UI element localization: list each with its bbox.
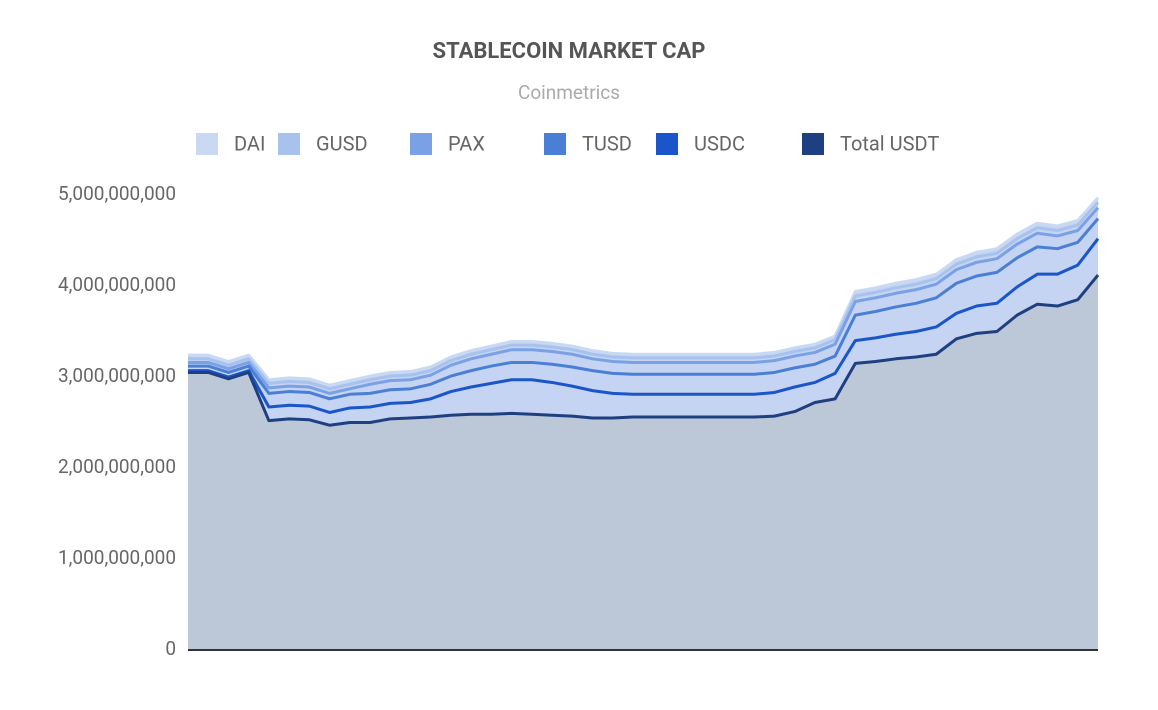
legend-swatch: [196, 133, 218, 155]
legend-label: TUSD: [582, 131, 632, 155]
legend-swatch: [410, 133, 432, 155]
series-line: [188, 196, 1100, 387]
y-tick-label: 5,000,000,000: [58, 182, 176, 205]
y-tick-label: 1,000,000,000: [58, 546, 176, 569]
series-line: [188, 217, 1100, 401]
legend-label: Total USDT: [840, 131, 939, 155]
y-tick-label: 4,000,000,000: [58, 273, 176, 296]
y-tick-label: 3,000,000,000: [58, 364, 176, 387]
legend-label: DAI: [234, 131, 265, 155]
legend-swatch: [278, 133, 300, 155]
area: [188, 275, 1098, 650]
legend-label: GUSD: [316, 131, 368, 155]
series-line: [188, 201, 1100, 391]
series-line: [188, 274, 1100, 427]
series-line: [188, 237, 1100, 414]
y-tick-label: 2,000,000,000: [58, 455, 176, 478]
y-tick-label: 0: [165, 637, 176, 660]
chart-subtitle: Coinmetrics: [518, 81, 620, 104]
legend-label: PAX: [448, 131, 485, 155]
legend-label: USDC: [694, 131, 745, 155]
legend-swatch: [544, 133, 566, 155]
legend-swatch: [656, 133, 678, 155]
series-line: [188, 206, 1100, 395]
chart-title: STABLECOIN MARKET CAP: [433, 39, 706, 64]
legend-swatch: [802, 133, 824, 155]
